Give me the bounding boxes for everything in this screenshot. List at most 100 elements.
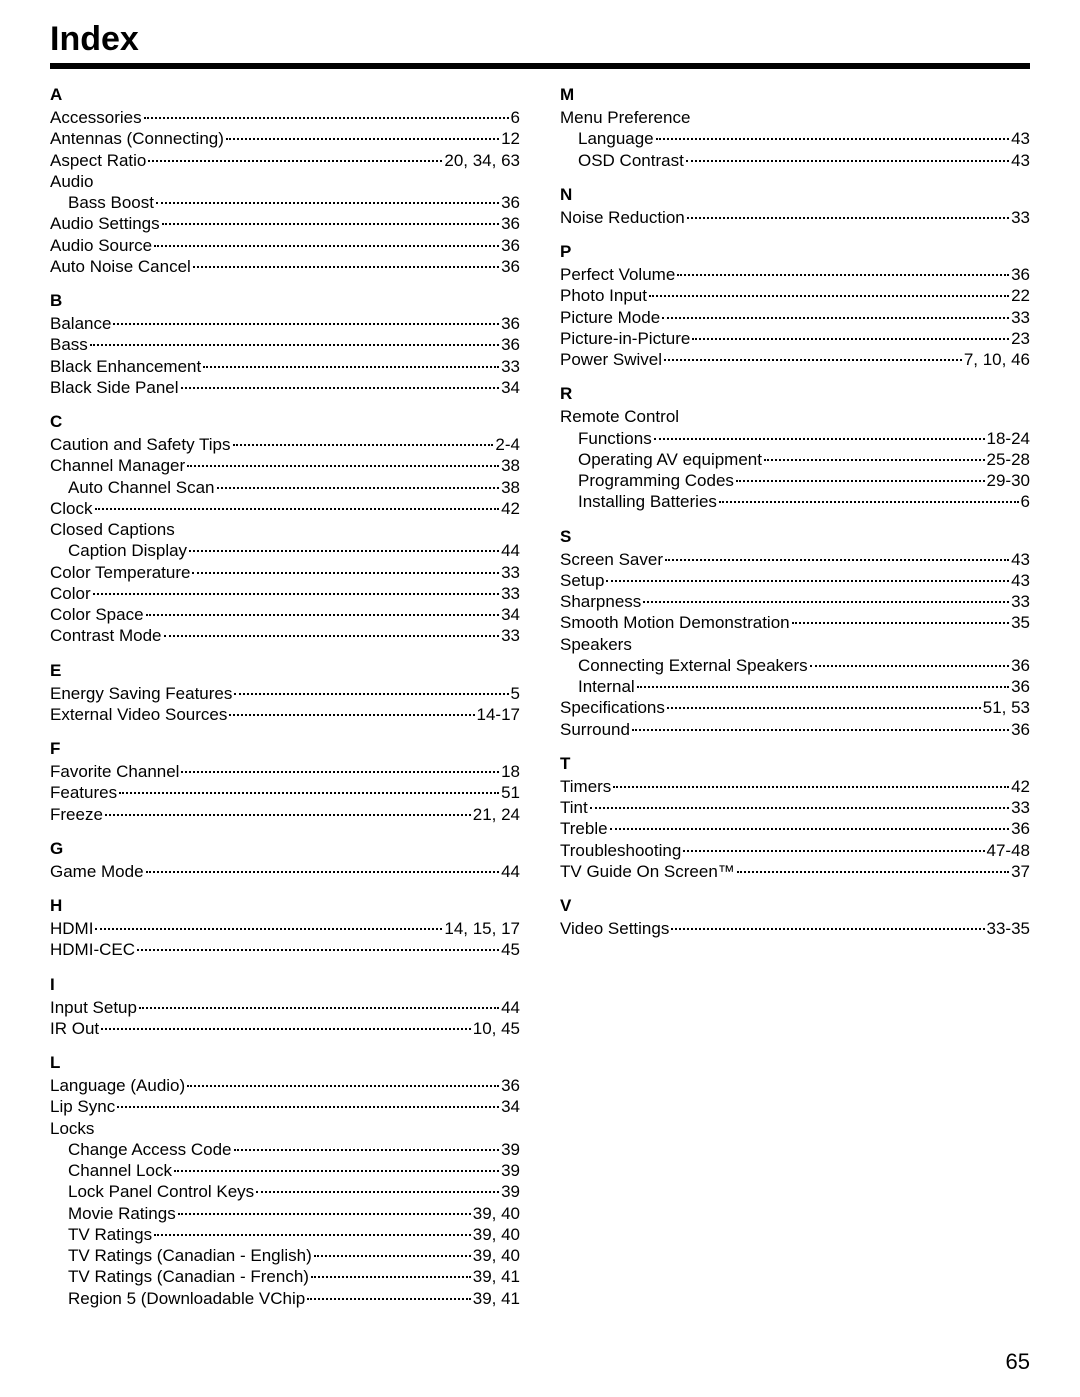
index-section-head: C — [50, 412, 520, 432]
index-entry-leader — [156, 202, 499, 204]
index-entry: HDMI14, 15, 17 — [50, 918, 520, 939]
index-entry: Lip Sync34 — [50, 1096, 520, 1117]
index-entry-label: Channel Lock — [68, 1160, 172, 1181]
index-entry-label: Bass Boost — [68, 192, 154, 213]
index-entry: Game Mode44 — [50, 861, 520, 882]
index-entry-leader — [764, 459, 985, 461]
index-entry-leader — [187, 1085, 499, 1087]
index-entry-leader — [181, 387, 500, 389]
index-entry: Picture Mode33 — [560, 307, 1030, 328]
index-entry-label: Installing Batteries — [578, 491, 717, 512]
index-entry-label: HDMI-CEC — [50, 939, 135, 960]
index-entry-leader — [226, 138, 499, 140]
index-columns: AAccessories6Antennas (Connecting)12Aspe… — [50, 85, 1030, 1309]
index-entry-page: 34 — [501, 377, 520, 398]
index-entry-leader — [146, 614, 500, 616]
index-entry-leader — [113, 323, 499, 325]
index-entry-leader — [792, 622, 1009, 624]
index-entry-leader — [314, 1255, 471, 1257]
index-entry-leader — [174, 1170, 499, 1172]
index-entry-leader — [117, 1106, 499, 1108]
index-entry-label: Sharpness — [560, 591, 641, 612]
index-section-head: P — [560, 242, 1030, 262]
index-entry-leader — [737, 871, 1009, 873]
index-entry-label: Screen Saver — [560, 549, 663, 570]
index-entry-label: Channel Manager — [50, 455, 185, 476]
index-entry-leader — [139, 1007, 499, 1009]
index-entry-leader — [692, 338, 1009, 340]
index-entry-page: 35 — [1011, 612, 1030, 633]
index-entry-page: 47-48 — [987, 840, 1030, 861]
index-entry: Smooth Motion Demonstration 35 — [560, 612, 1030, 633]
index-entry: Accessories6 — [50, 107, 520, 128]
index-entry-page: 51 — [501, 782, 520, 803]
index-entry-label: Color — [50, 583, 91, 604]
index-entry: Input Setup44 — [50, 997, 520, 1018]
index-entry-page: 21, 24 — [473, 804, 520, 825]
index-entry-label: Noise Reduction — [560, 207, 685, 228]
index-entry-leader — [686, 160, 1009, 162]
index-entry-label: Features — [50, 782, 117, 803]
index-section-head: F — [50, 739, 520, 759]
index-entry-label: Specifications — [560, 697, 665, 718]
index-entry-label: Region 5 (Downloadable VChip — [68, 1288, 305, 1309]
index-entry-page: 33 — [1011, 797, 1030, 818]
index-entry-page: 38 — [501, 477, 520, 498]
index-entry-page: 39, 40 — [473, 1203, 520, 1224]
index-entry-page: 36 — [1011, 818, 1030, 839]
index-entry-leader — [590, 807, 1009, 809]
index-entry-label: Freeze — [50, 804, 103, 825]
index-entry-label: Language — [578, 128, 654, 149]
index-entry-leader — [189, 550, 499, 552]
index-entry-leader — [93, 593, 499, 595]
index-entry-label: Accessories — [50, 107, 142, 128]
index-entry-page: 20, 34, 63 — [444, 150, 520, 171]
index-entry-page: 25-28 — [987, 449, 1030, 470]
index-entry-page: 33 — [501, 356, 520, 377]
index-entry-label: Color Space — [50, 604, 144, 625]
index-entry-page: 43 — [1011, 549, 1030, 570]
index-entry: TV Ratings (Canadian - French)39, 41 — [50, 1266, 520, 1287]
index-entry-leader — [162, 223, 499, 225]
index-heading-only: Speakers — [560, 634, 1030, 655]
index-entry-label: Balance — [50, 313, 111, 334]
index-entry: External Video Sources14-17 — [50, 704, 520, 725]
index-entry-page: 39 — [501, 1139, 520, 1160]
index-entry: TV Guide On Screen™37 — [560, 861, 1030, 882]
index-entry-leader — [683, 850, 984, 852]
index-entry: Connecting External Speakers36 — [560, 655, 1030, 676]
index-entry: Power Swivel7, 10, 46 — [560, 349, 1030, 370]
index-entry-page: 33 — [1011, 591, 1030, 612]
index-entry-leader — [193, 266, 499, 268]
index-entry: Color Temperature33 — [50, 562, 520, 583]
index-entry-page: 43 — [1011, 570, 1030, 591]
index-entry-leader — [90, 344, 499, 346]
index-entry: Screen Saver 43 — [560, 549, 1030, 570]
index-entry-label: Picture Mode — [560, 307, 660, 328]
index-entry-page: 6 — [1021, 491, 1030, 512]
index-entry: Sharpness 33 — [560, 591, 1030, 612]
index-entry-label: Antennas (Connecting) — [50, 128, 224, 149]
index-entry-label: Treble — [560, 818, 608, 839]
index-entry-page: 38 — [501, 455, 520, 476]
index-entry: Installing Batteries 6 — [560, 491, 1030, 512]
index-entry-page: 43 — [1011, 128, 1030, 149]
index-entry-leader — [233, 444, 494, 446]
index-entry-leader — [154, 245, 499, 247]
index-entry-leader — [234, 1149, 500, 1151]
index-entry: Troubleshooting47-48 — [560, 840, 1030, 861]
index-entry-leader — [119, 792, 499, 794]
index-section-head: R — [560, 384, 1030, 404]
index-entry: Channel Lock39 — [50, 1160, 520, 1181]
index-entry-label: TV Ratings (Canadian - French) — [68, 1266, 309, 1287]
index-entry-label: Smooth Motion Demonstration — [560, 612, 790, 633]
index-entry-leader — [178, 1213, 471, 1215]
index-entry: Antennas (Connecting)12 — [50, 128, 520, 149]
index-entry-page: 29-30 — [987, 470, 1030, 491]
index-entry-label: TV Ratings (Canadian - English) — [68, 1245, 312, 1266]
index-entry-label: Language (Audio) — [50, 1075, 185, 1096]
index-entry-label: Operating AV equipment — [578, 449, 762, 470]
index-entry: HDMI-CEC45 — [50, 939, 520, 960]
index-entry: Clock42 — [50, 498, 520, 519]
index-entry-leader — [810, 665, 1009, 667]
